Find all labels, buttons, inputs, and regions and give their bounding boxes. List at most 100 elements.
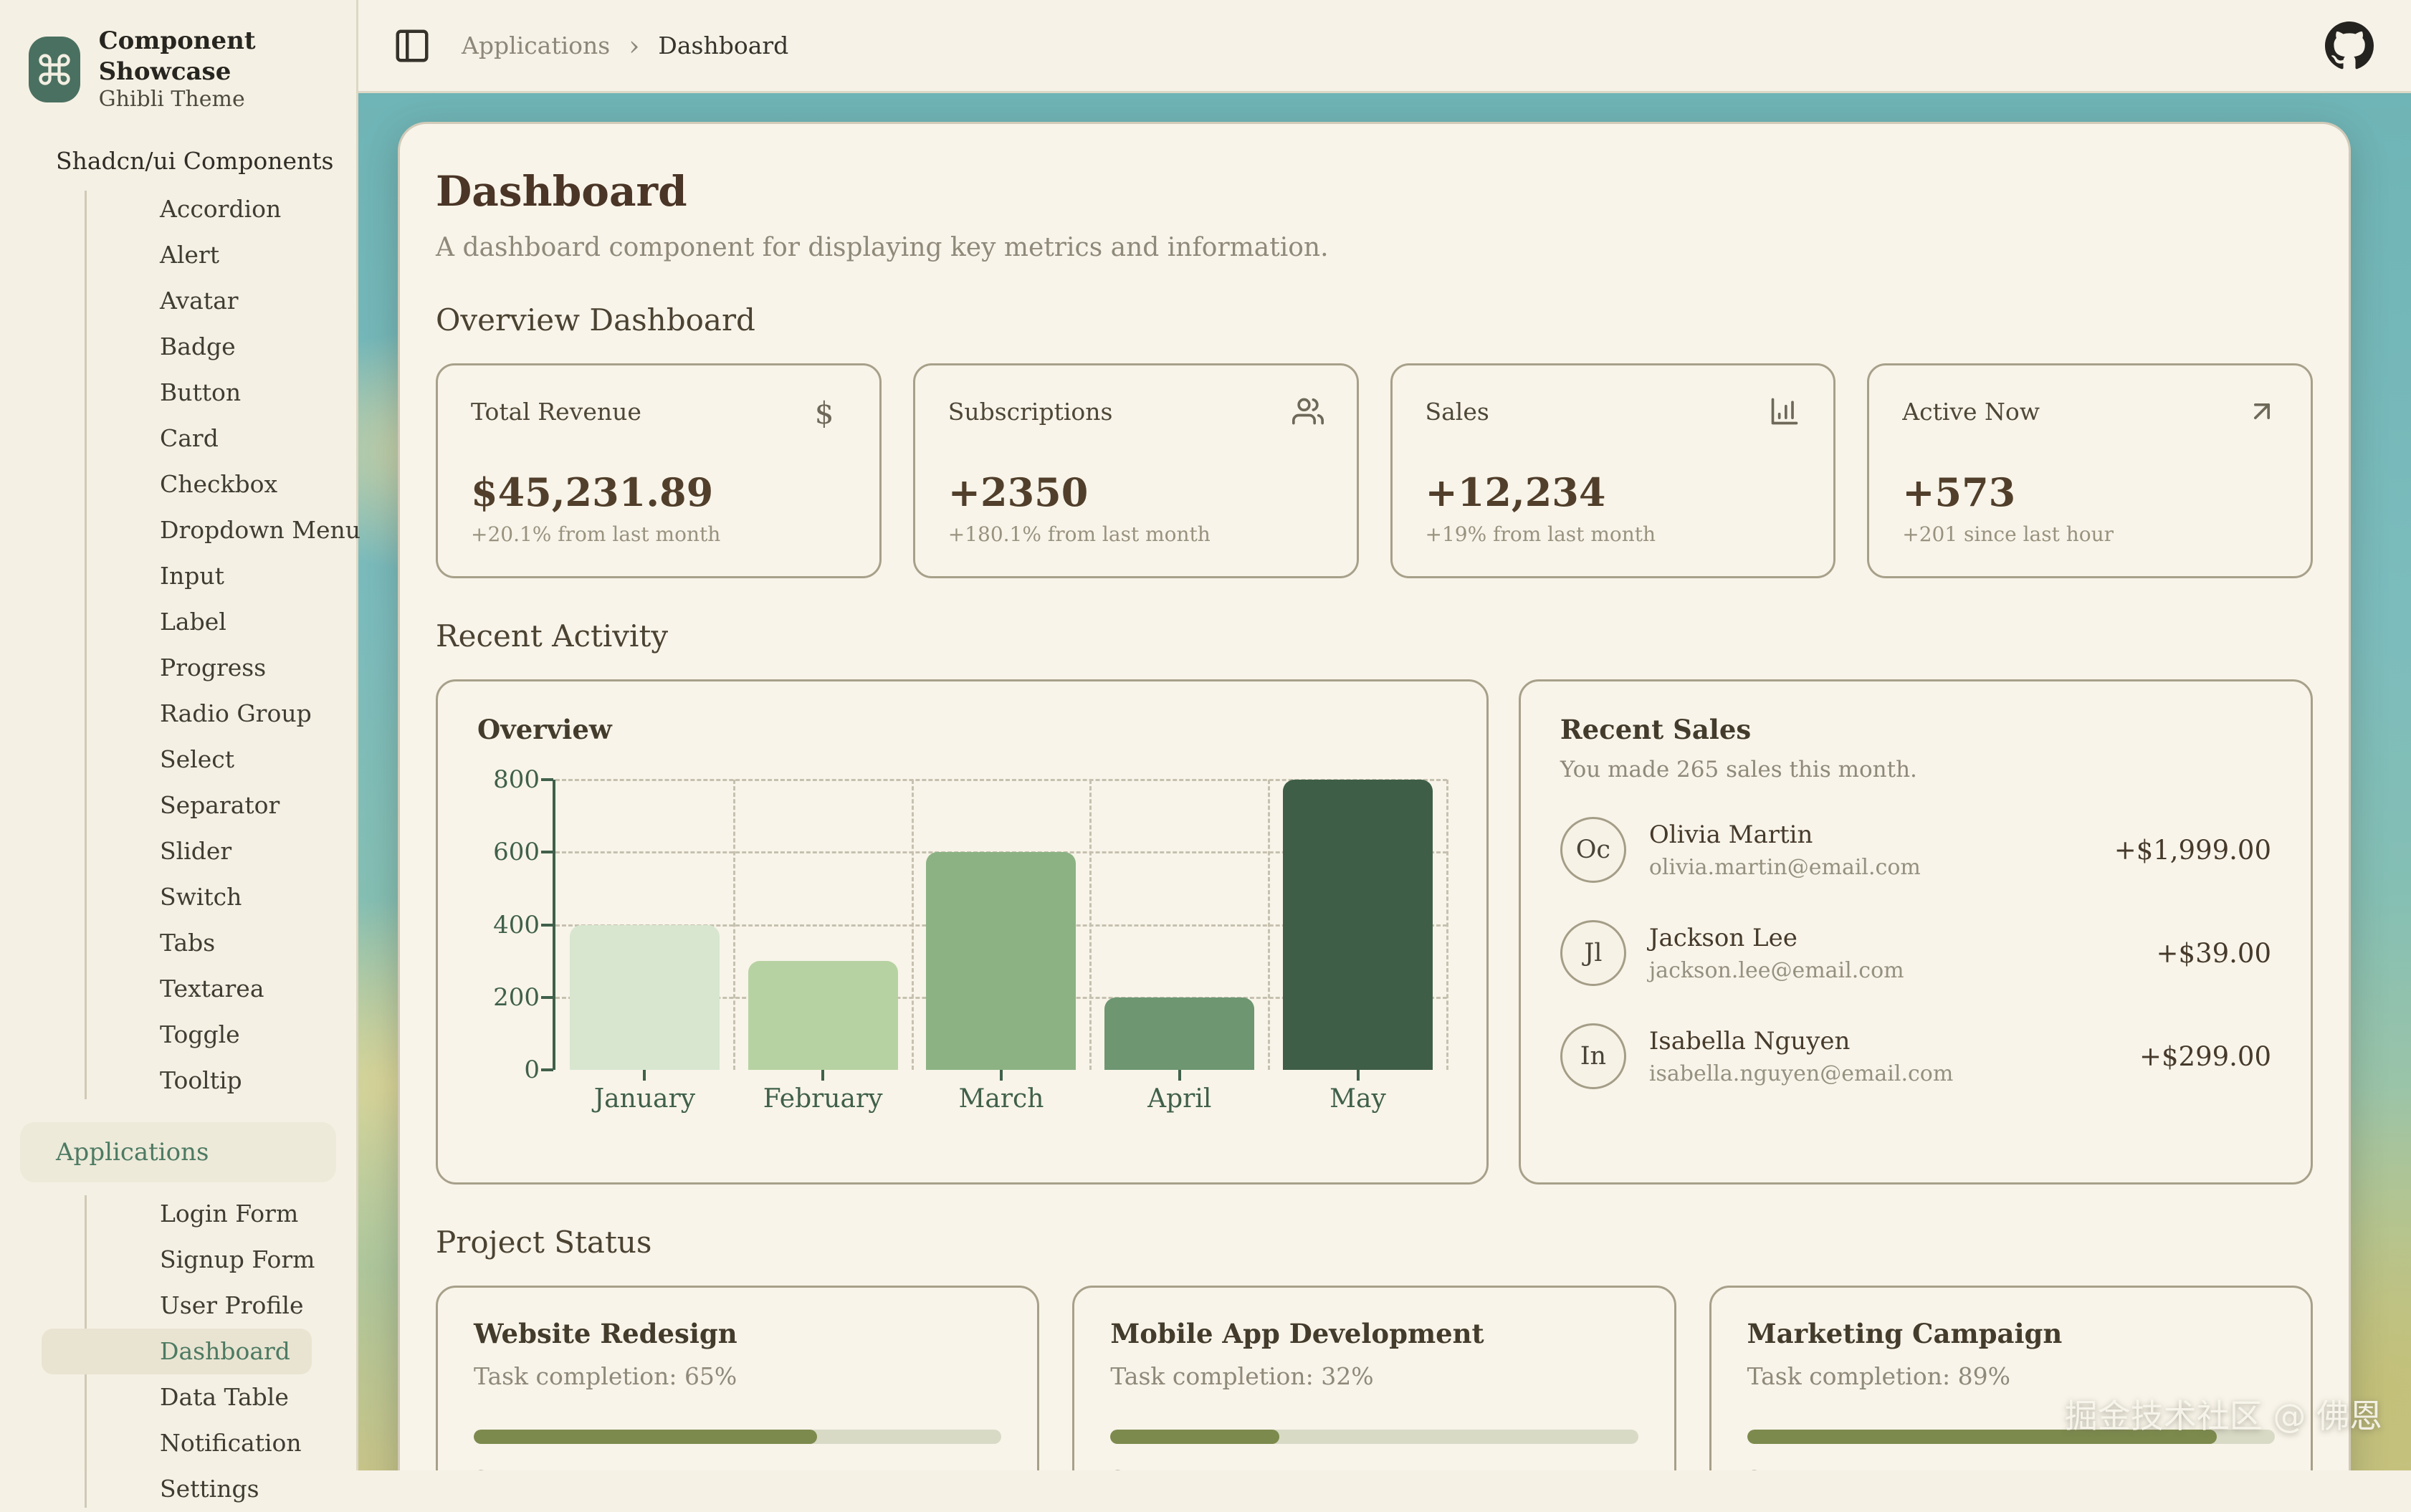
users-icon bbox=[1292, 396, 1324, 427]
breadcrumb: Applications › Dashboard bbox=[462, 32, 788, 59]
sidebar-item-button[interactable]: Button bbox=[0, 370, 356, 416]
project-title: Marketing Campaign bbox=[1747, 1318, 2275, 1349]
sidebar-item-dashboard[interactable]: Dashboard bbox=[42, 1329, 312, 1374]
sidebar-item-separator[interactable]: Separator bbox=[0, 783, 356, 828]
stat-title: Total Revenue bbox=[471, 398, 641, 426]
sidebar-item-tabs[interactable]: Tabs bbox=[0, 920, 356, 966]
sidebar-item-data-table[interactable]: Data Table bbox=[0, 1374, 356, 1420]
project-due-date-label: Due Date bbox=[826, 1467, 1001, 1470]
sidebar-item-notification[interactable]: Notification bbox=[0, 1420, 356, 1466]
app-title: Component Showcase bbox=[99, 26, 330, 87]
breadcrumb-applications[interactable]: Applications bbox=[462, 32, 610, 59]
sidebar-item-avatar[interactable]: Avatar bbox=[0, 278, 356, 324]
sale-name: Isabella Nguyen bbox=[1649, 1027, 1953, 1056]
main-canvas: Dashboard A dashboard component for disp… bbox=[358, 93, 2411, 1470]
y-tick-mark bbox=[541, 778, 553, 781]
project-team-label: Team bbox=[1286, 1467, 1462, 1470]
project-card-marketing-campaign: Marketing Campaign Task completion: 89% St… bbox=[1709, 1286, 2313, 1470]
page-description: A dashboard component for displaying key… bbox=[436, 233, 2313, 262]
project-start-date-label: Start Date bbox=[1110, 1467, 1286, 1470]
sidebar-item-login-form[interactable]: Login Form bbox=[0, 1191, 356, 1237]
sale-name: Jackson Lee bbox=[1649, 924, 1904, 952]
sidebar-item-toggle[interactable]: Toggle bbox=[0, 1012, 356, 1058]
command-icon bbox=[29, 37, 80, 102]
bar-may bbox=[1283, 780, 1433, 1070]
y-tick-mark bbox=[541, 924, 553, 927]
bar-february bbox=[748, 961, 898, 1070]
app-subtitle: Ghibli Theme bbox=[99, 87, 330, 113]
sidebar-item-input[interactable]: Input bbox=[0, 553, 356, 599]
avatar: Oc bbox=[1560, 817, 1626, 883]
stat-card-total-revenue: Total Revenue$$45,231.89+20.1% from last… bbox=[436, 363, 882, 578]
sale-email: isabella.nguyen@email.com bbox=[1649, 1061, 1953, 1086]
stat-change: +19% from last month bbox=[1426, 522, 1801, 546]
sidebar-item-card[interactable]: Card bbox=[0, 416, 356, 461]
watermark: 掘金技术社区 @ 佛恩 bbox=[2065, 1390, 2382, 1437]
bar-chart-icon bbox=[1769, 396, 1800, 427]
sidebar-item-badge[interactable]: Badge bbox=[0, 324, 356, 370]
project-team-label: Team bbox=[1923, 1467, 2099, 1470]
y-tick-mark bbox=[541, 996, 553, 999]
sidebar-item-select[interactable]: Select bbox=[0, 737, 356, 783]
stat-title: Sales bbox=[1426, 398, 1489, 426]
sidebar-item-slider[interactable]: Slider bbox=[0, 828, 356, 874]
sidebar-item-settings[interactable]: Settings bbox=[0, 1466, 356, 1512]
stat-value: +2350 bbox=[948, 469, 1324, 515]
sidebar-item-signup-form[interactable]: Signup Form bbox=[0, 1237, 356, 1283]
avatar: Jl bbox=[1560, 920, 1626, 986]
x-tick-label: February bbox=[734, 1070, 912, 1114]
y-tick-mark bbox=[541, 851, 553, 853]
recent-sales-title: Recent Sales bbox=[1560, 714, 2271, 745]
stat-card-sales: Sales+12,234+19% from last month bbox=[1390, 363, 1836, 578]
overview-section-title: Overview Dashboard bbox=[436, 302, 2313, 338]
sidebar-item-radio-group[interactable]: Radio Group bbox=[0, 691, 356, 737]
sale-row: In Isabella Nguyen isabella.nguyen@email.c… bbox=[1560, 1023, 2271, 1089]
stat-value: $45,231.89 bbox=[471, 469, 846, 515]
avatar: In bbox=[1560, 1023, 1626, 1089]
chevron-right-icon: › bbox=[629, 32, 639, 59]
chart-plot-area bbox=[553, 780, 1447, 1070]
sidebar-item-textarea[interactable]: Textarea bbox=[0, 966, 356, 1012]
sidebar-item-alert[interactable]: Alert bbox=[0, 232, 356, 278]
sidebar-item-accordion[interactable]: Accordion bbox=[0, 186, 356, 232]
project-start-date-label: Start Date bbox=[474, 1467, 649, 1470]
sale-amount: +$1,999.00 bbox=[2114, 835, 2271, 866]
project-start-date-label: Start Date bbox=[1747, 1467, 1923, 1470]
y-tick-label: 400 bbox=[493, 911, 540, 939]
chart-title: Overview bbox=[477, 714, 1447, 745]
sidebar-item-dropdown-menu[interactable]: Dropdown Menu bbox=[0, 507, 356, 553]
stat-change: +201 since last hour bbox=[1902, 522, 2278, 546]
project-title: Website Redesign bbox=[474, 1318, 1001, 1349]
progress-bar-fill bbox=[474, 1430, 817, 1444]
sidebar-item-progress[interactable]: Progress bbox=[0, 645, 356, 691]
x-tick-label: March bbox=[912, 1070, 1091, 1114]
projects-grid: Website Redesign Task completion: 65% Star… bbox=[436, 1286, 2313, 1470]
y-tick-label: 0 bbox=[524, 1056, 540, 1084]
panel-left-icon[interactable] bbox=[393, 27, 431, 65]
project-completion-label: Task completion: 89% bbox=[1747, 1362, 2275, 1390]
sidebar-item-tooltip[interactable]: Tooltip bbox=[0, 1058, 356, 1104]
project-completion-label: Task completion: 32% bbox=[1110, 1362, 1638, 1390]
sidebar-item-user-profile[interactable]: User Profile bbox=[0, 1283, 356, 1329]
dollar-icon: $ bbox=[815, 396, 846, 427]
projects-section-title: Project Status bbox=[436, 1225, 2313, 1260]
x-tick-label: May bbox=[1269, 1070, 1447, 1114]
github-icon[interactable] bbox=[2325, 21, 2374, 70]
sidebar-item-label[interactable]: Label bbox=[0, 599, 356, 645]
sidebar-item-applications[interactable]: Applications bbox=[20, 1122, 336, 1182]
sidebar: Component Showcase Ghibli Theme Shadcn/u… bbox=[0, 0, 358, 1470]
sidebar-item-switch[interactable]: Switch bbox=[0, 874, 356, 920]
arrow-up-right-icon bbox=[2246, 396, 2278, 427]
recent-sales-subtitle: You made 265 sales this month. bbox=[1560, 757, 2271, 783]
sale-email: jackson.lee@email.com bbox=[1649, 958, 1904, 983]
sidebar-item-checkbox[interactable]: Checkbox bbox=[0, 461, 356, 507]
bar-series bbox=[555, 780, 1447, 1070]
y-tick-mark bbox=[541, 1068, 553, 1071]
app-logo: Component Showcase Ghibli Theme bbox=[0, 0, 356, 127]
project-completion-label: Task completion: 65% bbox=[474, 1362, 1001, 1390]
